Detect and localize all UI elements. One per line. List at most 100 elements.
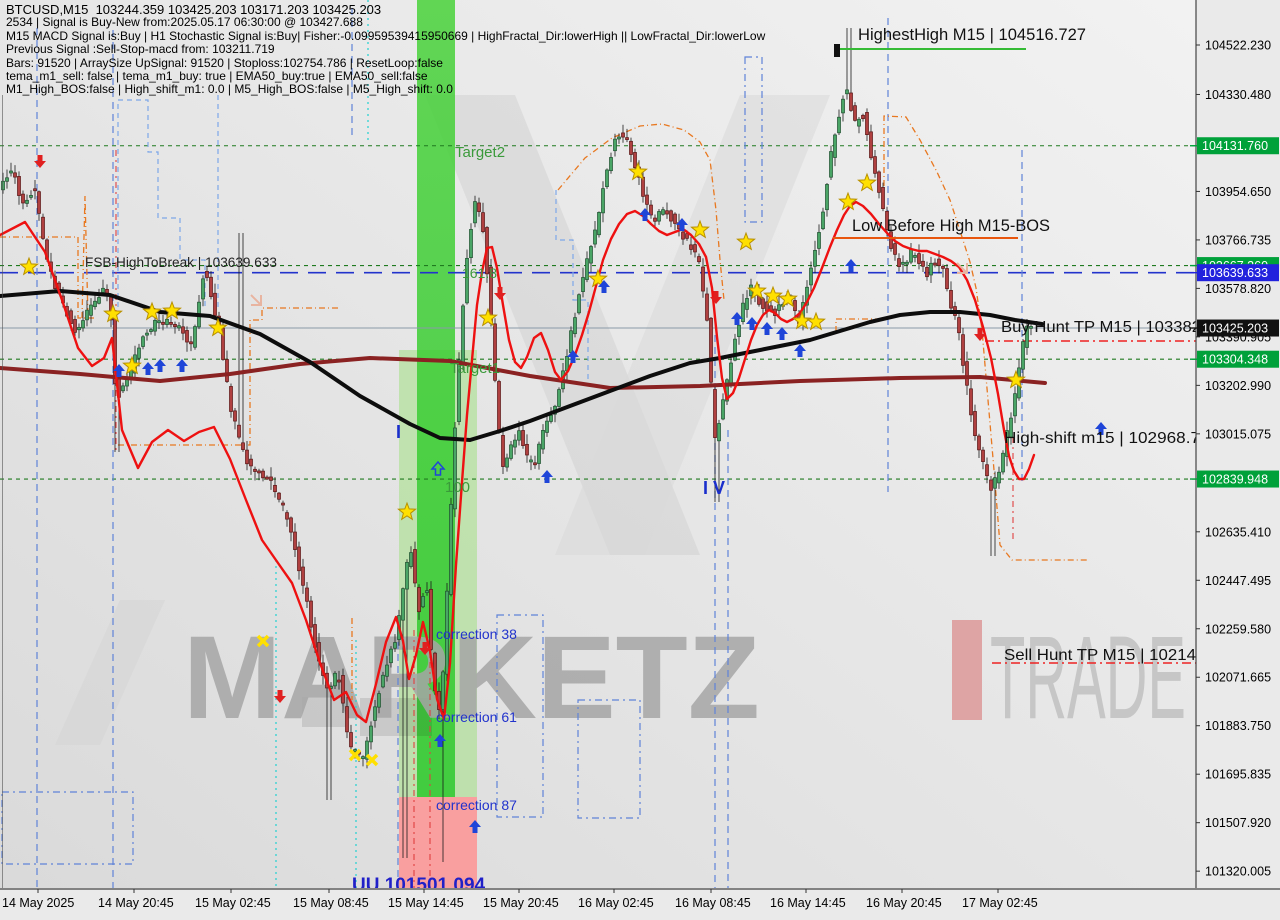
fib-label: correction 61 (436, 709, 517, 725)
fib-label: 161.8 (462, 265, 497, 281)
price-axis[interactable]: 104522.230 104330.480 103954.650 103766.735… (1190, 39, 1279, 879)
sell-arrow-icon (419, 642, 431, 655)
buy-arrow-icon (142, 362, 154, 375)
time-tick-label: 17 May 02:45 (962, 896, 1038, 910)
price-tick-label: 103202.990 (1205, 379, 1271, 393)
signal-star-icon (690, 219, 710, 239)
signal-star-icon (778, 288, 798, 308)
price-tick-label: 102259.580 (1205, 622, 1271, 636)
signal-markers (19, 155, 1107, 833)
candles (1, 89, 1033, 760)
buy-arrow-icon (845, 259, 857, 272)
price-tick-label: 102447.495 (1205, 574, 1271, 588)
buy-arrow-icon (567, 350, 579, 363)
watermark-text-left: MARKETZ (183, 612, 760, 744)
fib-label: Target2 (455, 144, 505, 161)
fib-label: Target1 (450, 360, 500, 377)
price-tick-label: 104330.480 (1205, 88, 1271, 102)
buy-arrow-icon (746, 317, 758, 330)
price-tick-label: 102635.410 (1205, 525, 1271, 539)
price-tick-label: 104522.230 (1205, 39, 1271, 53)
price-tick-label: 103578.820 (1205, 282, 1271, 296)
buy-arrow-icon (113, 364, 125, 377)
signal-star-icon (792, 310, 812, 330)
plot-area[interactable]: MARKETZ TRADE Target2 161.8 Target1 100 correc… (0, 0, 1201, 896)
time-tick-label: 16 May 14:45 (770, 896, 846, 910)
signal-star-icon (628, 161, 648, 181)
trailing-stop-line (883, 115, 1088, 561)
signal-star-icon (806, 311, 826, 331)
price-tick-label: 102071.665 (1205, 671, 1271, 685)
price-badge (1197, 137, 1279, 155)
time-tick-label: 15 May 08:45 (293, 896, 369, 910)
sell-arrow-icon (34, 155, 46, 168)
buy-arrow-icon (469, 820, 481, 833)
time-tick-label: 14 May 2025 (2, 896, 74, 910)
fib-label: 100 (445, 479, 470, 496)
fib-label: correction 87 (436, 797, 517, 813)
time-tick-label: 14 May 20:45 (98, 896, 174, 910)
signal-star-icon (838, 191, 858, 211)
hollow-arrow-icon (956, 262, 968, 274)
time-axis[interactable]: 14 May 2025 14 May 20:45 15 May 02:45 15 Ma… (2, 889, 1038, 910)
buy-arrow-icon (639, 208, 651, 221)
trailing-stop-line (835, 318, 879, 332)
buy-arrow-icon (176, 359, 188, 372)
price-badge-label: 103304.348 (1202, 353, 1268, 367)
time-tick-label: 15 May 02:45 (195, 896, 271, 910)
sell-arrow-icon (710, 291, 722, 304)
buy-arrow-icon (154, 359, 166, 372)
trailing-stop-line (81, 195, 89, 319)
annotation-fsb-high-to-break: FSB-HighToBreak | 103639.633 (85, 255, 277, 270)
signal-zone-red (399, 797, 477, 888)
annotation-buy-hunt-tp: Buy Hunt TP M15 | 103382 (1001, 319, 1201, 336)
time-tick-label: 15 May 14:45 (388, 896, 464, 910)
price-tick-label: 101320.005 (1205, 865, 1271, 879)
watermark-text-right: TRADE (990, 612, 1186, 744)
price-tick-label: 103766.735 (1205, 233, 1271, 247)
fib-label: I (396, 422, 401, 442)
sell-arrow-icon (274, 690, 286, 703)
range-box (496, 614, 544, 818)
fib-label: correction 38 (436, 626, 517, 642)
trailing-stop-line (118, 307, 340, 446)
sell-arrow-icon (974, 328, 986, 341)
exit-x-icon (365, 753, 379, 767)
buy-arrow-icon (1095, 422, 1107, 435)
price-tick-label: 101883.750 (1205, 719, 1271, 733)
signal-star-icon (103, 303, 123, 323)
structure-step-line (117, 99, 206, 310)
hollow-arrow-icon (250, 294, 262, 306)
sell-arrow-icon (494, 287, 506, 300)
buy-arrow-icon (676, 218, 688, 231)
signal-star-icon (162, 300, 182, 320)
price-badge-label: 103639.633 (1202, 266, 1268, 280)
signal-star-icon (747, 280, 767, 300)
trailing-stop-line (0, 236, 96, 319)
annotation-highest-high: HighestHigh M15 | 104516.727 (858, 26, 1086, 44)
time-tick-label: 15 May 20:45 (483, 896, 559, 910)
order-block-shade (302, 697, 347, 727)
buy-arrow-icon (731, 312, 743, 325)
signal-star-icon (208, 317, 228, 337)
annotation-sell-hunt-tp: Sell Hunt TP M15 | 10214 (1004, 647, 1196, 664)
ma-mid-black (0, 289, 1044, 442)
fib-label: UU 101501.094 (352, 875, 486, 896)
range-box (744, 56, 763, 223)
fib-label: I V (703, 478, 725, 498)
buy-arrow-icon (434, 734, 446, 747)
time-tick-label: 16 May 08:45 (675, 896, 751, 910)
signal-star-icon (736, 231, 756, 251)
buy-arrow-icon (776, 327, 788, 340)
price-badge (1197, 319, 1279, 337)
signal-star-icon (142, 301, 162, 321)
buy-arrow-icon (794, 344, 806, 357)
price-badge-label: 102839.948 (1202, 473, 1268, 487)
price-badge (1197, 470, 1279, 488)
price-badge-label: 103425.203 (1202, 322, 1268, 336)
exit-x-icon (256, 634, 270, 648)
signal-star-icon (19, 256, 39, 276)
price-badge-label: 104131.760 (1202, 139, 1268, 153)
buy-arrow-icon (761, 322, 773, 335)
